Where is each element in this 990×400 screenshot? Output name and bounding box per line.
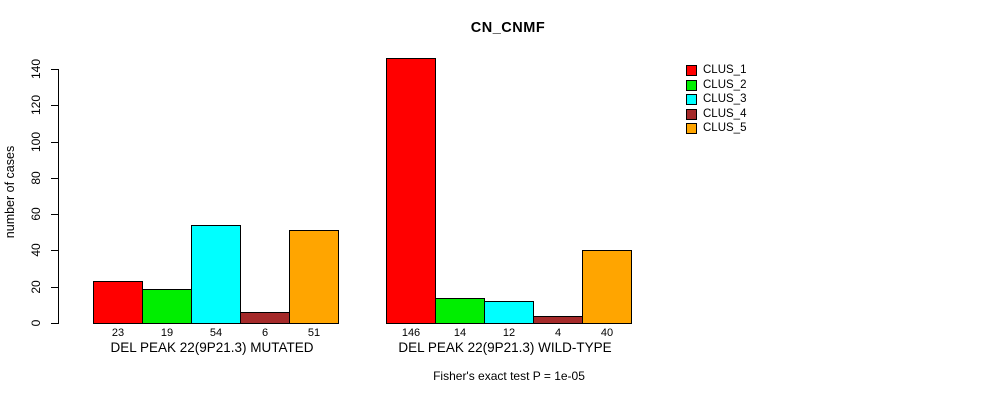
bar-clus_3-group1 <box>191 225 241 324</box>
bar-value-label: 146 <box>401 327 421 339</box>
legend: CLUS_1 CLUS_2 CLUS_3 CLUS_4 CLUS_5 <box>686 64 747 134</box>
y-axis-tick-label: 140 <box>29 58 43 80</box>
bar-value-label: 12 <box>502 327 516 339</box>
y-axis-tick <box>51 69 58 70</box>
y-axis-tick <box>51 105 58 107</box>
y-axis-tick <box>51 323 58 324</box>
legend-label: CLUS_5 <box>703 122 747 134</box>
legend-label: CLUS_4 <box>703 107 747 120</box>
legend-swatch <box>686 108 697 120</box>
y-axis-tick-label: 80 <box>29 171 43 185</box>
bar-value-label: 51 <box>307 327 321 339</box>
legend-item: CLUS_2 <box>686 78 747 91</box>
y-axis-label: number of cases <box>3 145 17 239</box>
x-group-label: DEL PEAK 22(9P21.3) MUTATED <box>110 340 314 355</box>
bar-clus_5-group2 <box>582 250 632 324</box>
y-axis-tick-label: 60 <box>29 207 43 221</box>
y-axis-tick <box>51 286 58 288</box>
legend-item: CLUS_5 <box>686 122 747 134</box>
legend-item: CLUS_3 <box>686 93 747 105</box>
y-axis-tick-label: 40 <box>29 243 43 258</box>
legend-label: CLUS_3 <box>703 93 747 105</box>
y-axis-tick-label: 120 <box>29 95 43 116</box>
annotation-text: Fisher's exact test P = 1e-05 <box>433 369 585 383</box>
x-group-label: DEL PEAK 22(9P21.3) WILD-TYPE <box>398 340 612 355</box>
y-axis-tick-label: 20 <box>29 280 43 294</box>
bar-value-label: 6 <box>261 327 269 339</box>
bar-clus_3-group2 <box>484 301 534 324</box>
y-axis-tick <box>51 250 58 252</box>
legend-swatch <box>686 94 697 105</box>
legend-swatch <box>686 123 697 134</box>
bar-clus_1-group1 <box>93 281 143 324</box>
bar-value-label: 54 <box>209 327 223 339</box>
bar-value-label: 19 <box>160 327 174 339</box>
y-axis-tick-label: 0 <box>29 319 43 327</box>
bar-value-label: 14 <box>453 327 467 339</box>
bar-clus_5-group1 <box>289 230 339 324</box>
bar-clus_4-group1 <box>240 312 290 324</box>
y-axis-tick <box>51 177 58 179</box>
legend-label: CLUS_2 <box>703 78 747 91</box>
bar-clus_4-group2 <box>533 315 583 324</box>
bar-value-label: 4 <box>554 327 562 339</box>
bar-value-label: 23 <box>111 327 125 339</box>
legend-swatch <box>686 65 697 76</box>
y-axis-tick <box>51 214 58 216</box>
bar-clus_2-group2 <box>435 297 485 324</box>
legend-item: CLUS_1 <box>686 64 747 76</box>
legend-swatch <box>686 79 697 91</box>
bar-clus_2-group1 <box>142 288 192 324</box>
legend-item: CLUS_4 <box>686 107 747 120</box>
y-axis-line <box>58 69 59 324</box>
y-axis-tick <box>51 141 58 143</box>
legend-label: CLUS_1 <box>703 64 747 76</box>
y-axis-tick-label: 100 <box>29 131 43 152</box>
bar-value-label: 40 <box>600 327 614 339</box>
chart-title: CN_CNMF <box>470 20 546 36</box>
bar-clus_1-group2 <box>386 58 436 324</box>
